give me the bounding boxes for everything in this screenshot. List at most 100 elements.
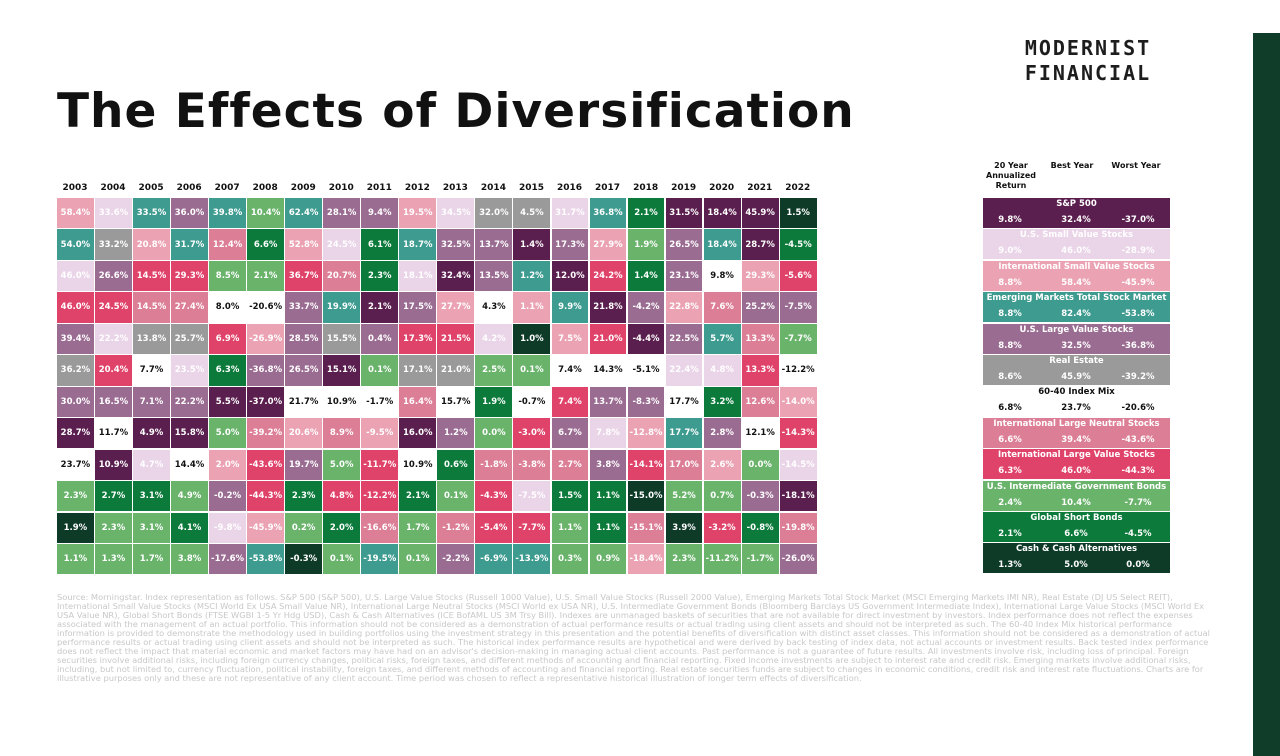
legend-asset-name: Emerging Markets Total Stock Market — [986, 293, 1167, 304]
return-cell: 6.6% — [247, 229, 285, 260]
legend-best-value: 45.9% — [1061, 372, 1091, 382]
legend-annualized-value: 2.1% — [998, 529, 1022, 539]
return-cell: -0.7% — [513, 386, 551, 417]
return-cell: 22.4% — [665, 355, 703, 386]
year-label-2011: 2011 — [366, 183, 392, 193]
return-cell: -8.3% — [627, 386, 665, 417]
return-cell: 13.3% — [741, 323, 779, 355]
return-cell: 1.9% — [627, 229, 665, 260]
return-cell: 33.6% — [95, 198, 132, 229]
return-cell: 33.2% — [95, 229, 132, 260]
return-cell: 0.3% — [551, 543, 589, 575]
return-cell: 15.8% — [171, 418, 208, 449]
return-cell: 2.5% — [475, 355, 513, 386]
return-cell: -1.7% — [741, 543, 779, 575]
legend-best-value: 46.0% — [1061, 466, 1091, 477]
return-cell: -14.0% — [779, 386, 817, 417]
legend-header-worst: Worst Year — [1111, 161, 1161, 170]
legend-worst-value: -4.5% — [1124, 529, 1152, 539]
return-cell: 22.2% — [171, 386, 208, 417]
return-cell: 13.8% — [133, 323, 170, 355]
return-cell: 14.3% — [589, 355, 627, 386]
return-cell: 13.5% — [475, 260, 513, 292]
return-cell: -7.5% — [513, 481, 551, 512]
return-cell: 23.7% — [57, 449, 94, 480]
return-cell: 21.8% — [589, 292, 627, 323]
return-cell: -11.7% — [361, 449, 399, 480]
return-cell: 17.5% — [399, 292, 437, 323]
legend-asset-name: International Large Neutral Stocks — [993, 418, 1160, 429]
return-cell: 1.5% — [551, 481, 589, 512]
return-cell: 24.5% — [323, 229, 361, 260]
return-cell: 7.4% — [551, 386, 589, 417]
return-cell: -12.8% — [627, 418, 665, 449]
return-cell: 1.9% — [475, 386, 513, 417]
source-footnote: Source: Morningstar. Index representatio… — [57, 592, 1210, 683]
return-cell: 32.0% — [475, 198, 513, 229]
return-cell: 0.1% — [323, 543, 361, 575]
return-cell: 25.7% — [171, 323, 208, 355]
return-cell: 29.3% — [171, 260, 208, 292]
return-cell: 1.4% — [513, 229, 551, 260]
return-cell: -11.2% — [703, 543, 741, 575]
return-cell: -0.2% — [209, 481, 246, 512]
return-cell: 28.7% — [57, 418, 94, 449]
return-cell: -12.2% — [779, 355, 817, 386]
year-label-2003: 2003 — [62, 183, 88, 193]
year-label-2013: 2013 — [442, 183, 468, 193]
return-cell: 3.1% — [133, 512, 170, 543]
legend-worst-value: -39.2% — [1121, 372, 1155, 382]
legend-best-value: 39.4% — [1061, 434, 1091, 445]
legend-annualized-value: 2.4% — [998, 497, 1022, 508]
return-cell: 21.0% — [437, 355, 475, 386]
return-cell: 14.4% — [171, 449, 208, 480]
legend-row: U.S. Small Value Stocks 9.0% 46.0% -28.9% — [983, 229, 1170, 260]
return-cell: 27.7% — [437, 292, 475, 323]
return-cell: 20.6% — [285, 418, 323, 449]
return-cell: -39.2% — [247, 418, 285, 449]
return-cell: 20.8% — [133, 229, 170, 260]
return-cell: 2.0% — [323, 512, 361, 543]
return-cell: 3.8% — [171, 543, 208, 575]
return-cell: 30.0% — [57, 386, 94, 417]
year-label-2022: 2022 — [785, 183, 811, 193]
return-cell: -18.4% — [627, 543, 665, 575]
legend-row: International Small Value Stocks 8.8% 58.4… — [983, 260, 1170, 291]
return-cell: -19.8% — [779, 512, 817, 543]
return-cell: -1.7% — [361, 386, 399, 417]
return-cell: 5.2% — [665, 481, 703, 512]
legend-asset-name: U.S. Intermediate Government Bonds — [986, 481, 1167, 492]
return-cell: -45.9% — [247, 512, 285, 543]
year-label-2004: 2004 — [100, 183, 126, 193]
return-cell: 34.5% — [437, 198, 475, 229]
legend-annualized-value: 9.8% — [998, 215, 1022, 225]
return-cell: -37.0% — [247, 386, 285, 417]
return-cell: 1.9% — [57, 512, 94, 543]
return-cell: 4.7% — [133, 449, 170, 480]
legend-best-value: 32.4% — [1061, 215, 1091, 225]
return-cell: 3.8% — [589, 449, 627, 480]
return-cell: -4.3% — [475, 481, 513, 512]
return-cell: -3.2% — [703, 512, 741, 543]
return-cell: 28.5% — [285, 323, 323, 355]
legend-row: Global Short Bonds 2.1% 6.6% -4.5% — [983, 512, 1170, 542]
return-cell: -0.3% — [285, 543, 323, 575]
return-cell: 24.2% — [589, 260, 627, 292]
return-cell: 10.9% — [95, 449, 132, 480]
legend-annualized-value: 8.6% — [998, 372, 1022, 382]
legend-worst-value: -44.3% — [1121, 466, 1155, 477]
legend-row: U.S. Intermediate Government Bonds 2.4% 10… — [983, 480, 1170, 511]
return-cell: -26.9% — [247, 323, 285, 355]
return-cell: 58.4% — [57, 198, 94, 229]
return-cell: 21.5% — [437, 323, 475, 355]
return-cell: 10.4% — [247, 198, 285, 229]
return-cell: 9.8% — [703, 260, 741, 292]
return-cell: 1.1% — [589, 512, 627, 543]
return-cell: 1.3% — [95, 543, 132, 575]
return-cell: 2.6% — [703, 449, 741, 480]
return-cell: 12.4% — [209, 229, 246, 260]
return-cell: -19.5% — [361, 543, 399, 575]
legend-worst-value: -36.8% — [1121, 340, 1155, 351]
return-cell: 2.8% — [703, 418, 741, 449]
legend-worst-value: -37.0% — [1121, 215, 1155, 225]
